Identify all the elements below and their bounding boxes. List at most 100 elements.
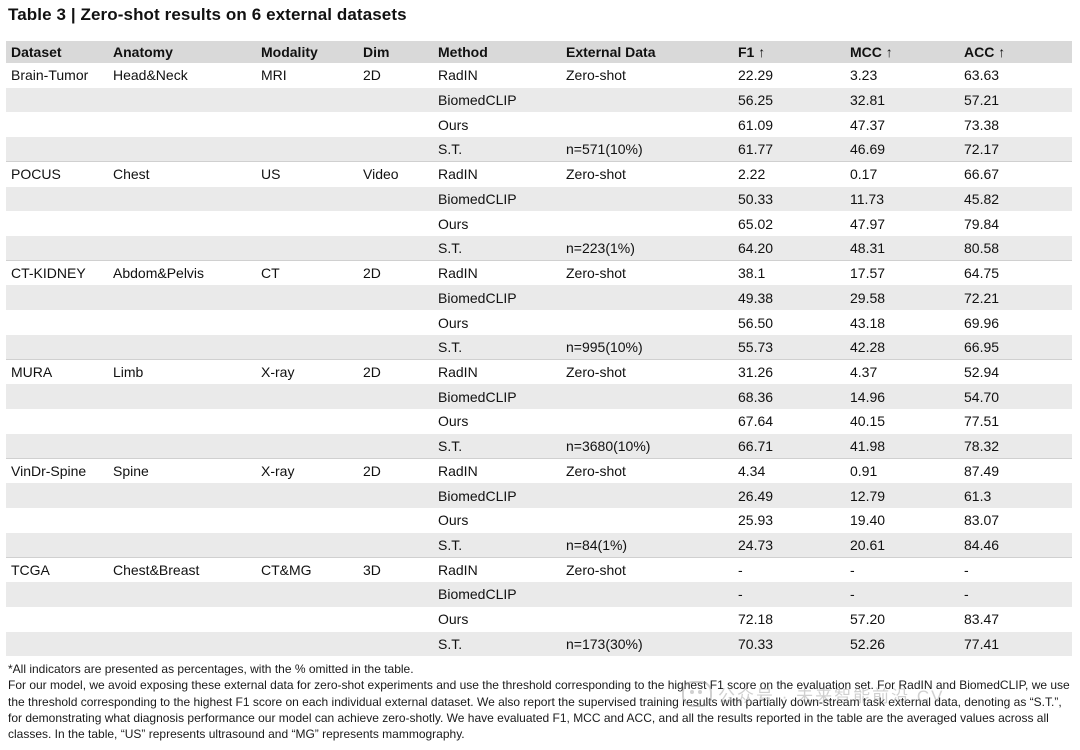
cell-anatomy: Abdom&Pelvis	[108, 260, 256, 286]
cell-dataset	[6, 137, 108, 162]
cell-anatomy	[108, 582, 256, 607]
cell-external-data	[561, 88, 733, 113]
cell-dim	[358, 508, 433, 533]
cell-dim	[358, 335, 433, 360]
cell-modality	[256, 335, 358, 360]
cell-mcc: 42.28	[850, 339, 886, 356]
cell-acc: 57.21	[964, 92, 1000, 109]
cell-dataset	[6, 582, 108, 607]
cell-anatomy	[108, 137, 256, 162]
cell-dim	[358, 88, 433, 113]
cell-modality: X-ray	[256, 359, 358, 385]
cell-dataset	[6, 211, 108, 236]
cell-mcc: 57.20	[850, 611, 886, 628]
cell-dim	[358, 409, 433, 434]
cell-acc: 79.84	[964, 215, 1000, 232]
cell-anatomy	[108, 335, 256, 360]
cell-acc: 64.75	[959, 260, 1072, 286]
cell-f1: 61.09	[738, 116, 774, 133]
cell-modality: US	[256, 161, 358, 187]
cell-anatomy	[108, 112, 256, 137]
table-row: BiomedCLIP 68.36 14.96 54.70	[6, 384, 1072, 410]
cell-external-data: n=173(30%)	[566, 635, 643, 652]
cell-f1: 61.77	[738, 141, 774, 158]
cell-mcc: 52.26	[850, 635, 886, 652]
cell-dataset	[6, 384, 108, 409]
cell-method: Ours	[438, 611, 469, 628]
cell-f1: 56.25	[738, 92, 774, 109]
table-row: VinDr-Spine Spine X-ray 2D RadIN Zero-shot 4.3…	[6, 458, 1072, 484]
cell-mcc: 4.37	[845, 359, 959, 385]
cell-anatomy	[108, 236, 256, 261]
cell-modality	[256, 211, 358, 236]
cell-f1: 70.33	[738, 635, 774, 652]
cell-method: Ours	[438, 413, 469, 430]
cell-acc: 52.94	[959, 359, 1072, 385]
cell-modality	[256, 632, 358, 657]
cell-method: S.T.	[438, 339, 463, 356]
cell-dataset	[6, 632, 108, 657]
cell-mcc: 20.61	[850, 536, 886, 553]
cell-dataset: MURA	[6, 359, 108, 385]
table-row: S.T. n=173(30%) 70.33 52.26 77.41	[6, 631, 1072, 657]
cell-anatomy	[108, 533, 256, 558]
cell-f1: 26.49	[738, 487, 774, 504]
cell-method: Ours	[438, 116, 469, 133]
cell-anatomy	[108, 508, 256, 533]
cell-dataset	[6, 112, 108, 137]
cell-acc: 77.41	[964, 635, 1000, 652]
cell-mcc: 0.17	[845, 161, 959, 187]
cell-dim: 2D	[358, 260, 433, 286]
table-row: CT-KIDNEY Abdom&Pelvis CT 2D RadIN Zero-shot 3…	[6, 260, 1072, 286]
cell-dim	[358, 384, 433, 409]
cell-mcc: 3.23	[850, 67, 878, 84]
cell-mcc: 41.98	[850, 437, 886, 454]
cell-dataset	[6, 187, 108, 212]
cell-method: RadIN	[433, 359, 561, 385]
header-modality: Modality	[261, 44, 318, 60]
table-row: BiomedCLIP 50.33 11.73 45.82	[6, 186, 1072, 212]
header-external-data: External Data	[566, 44, 656, 60]
cell-anatomy: Head&Neck	[113, 67, 188, 84]
table-row: S.T. n=995(10%) 55.73 42.28 66.95	[6, 334, 1072, 360]
cell-anatomy	[108, 310, 256, 335]
cell-f1: -	[733, 556, 845, 583]
table-row: S.T. n=571(10%) 61.77 46.69 72.17	[6, 137, 1072, 162]
cell-dataset	[6, 310, 108, 335]
table-title: Table 3 | Zero-shot results on 6 externa…	[8, 5, 407, 24]
cell-acc: 87.49	[959, 458, 1072, 484]
watermark: 公众号 · 未来智能前沿 CV	[682, 681, 944, 707]
cell-external-data: Zero-shot	[561, 161, 733, 187]
table-row: Ours 65.02 47.97 79.84	[6, 211, 1072, 236]
footnote-percentages: *All indicators are presented as percent…	[8, 662, 414, 676]
cell-f1: 64.20	[738, 240, 774, 257]
cell-acc: 84.46	[964, 536, 1000, 553]
cell-modality	[256, 137, 358, 162]
cell-external-data	[561, 384, 733, 409]
table-row: Brain-Tumor Head&Neck MRI 2D RadIN Zero-shot 2…	[6, 63, 1072, 88]
cell-acc: 54.70	[964, 388, 1000, 405]
cell-modality	[256, 508, 358, 533]
cell-modality	[256, 384, 358, 409]
cell-f1: 25.93	[738, 512, 774, 529]
cell-acc: -	[964, 586, 969, 603]
cell-external-data	[561, 310, 733, 335]
cell-modality	[256, 285, 358, 310]
cell-dim: 2D	[363, 67, 381, 84]
cell-acc: 77.51	[964, 413, 1000, 430]
cell-method: Ours	[438, 215, 469, 232]
cell-external-data: n=571(10%)	[566, 141, 643, 158]
header-row: Dataset Anatomy Modality Dim Method Exte…	[6, 41, 1072, 63]
cell-dim	[358, 582, 433, 607]
cell-external-data: Zero-shot	[561, 458, 733, 484]
results-table: Dataset Anatomy Modality Dim Method Exte…	[6, 41, 1072, 657]
cell-mcc: 11.73	[850, 190, 884, 207]
watermark-text: 公众号 · 未来智能前沿 CV	[718, 686, 945, 706]
cell-dim	[358, 310, 433, 335]
cell-mcc: 14.96	[850, 388, 886, 405]
cell-acc: 69.96	[964, 314, 1000, 331]
cell-modality: CT&MG	[256, 556, 358, 583]
cell-dim	[358, 607, 433, 632]
cell-dim	[358, 236, 433, 261]
cell-mcc: 12.79	[850, 487, 886, 504]
